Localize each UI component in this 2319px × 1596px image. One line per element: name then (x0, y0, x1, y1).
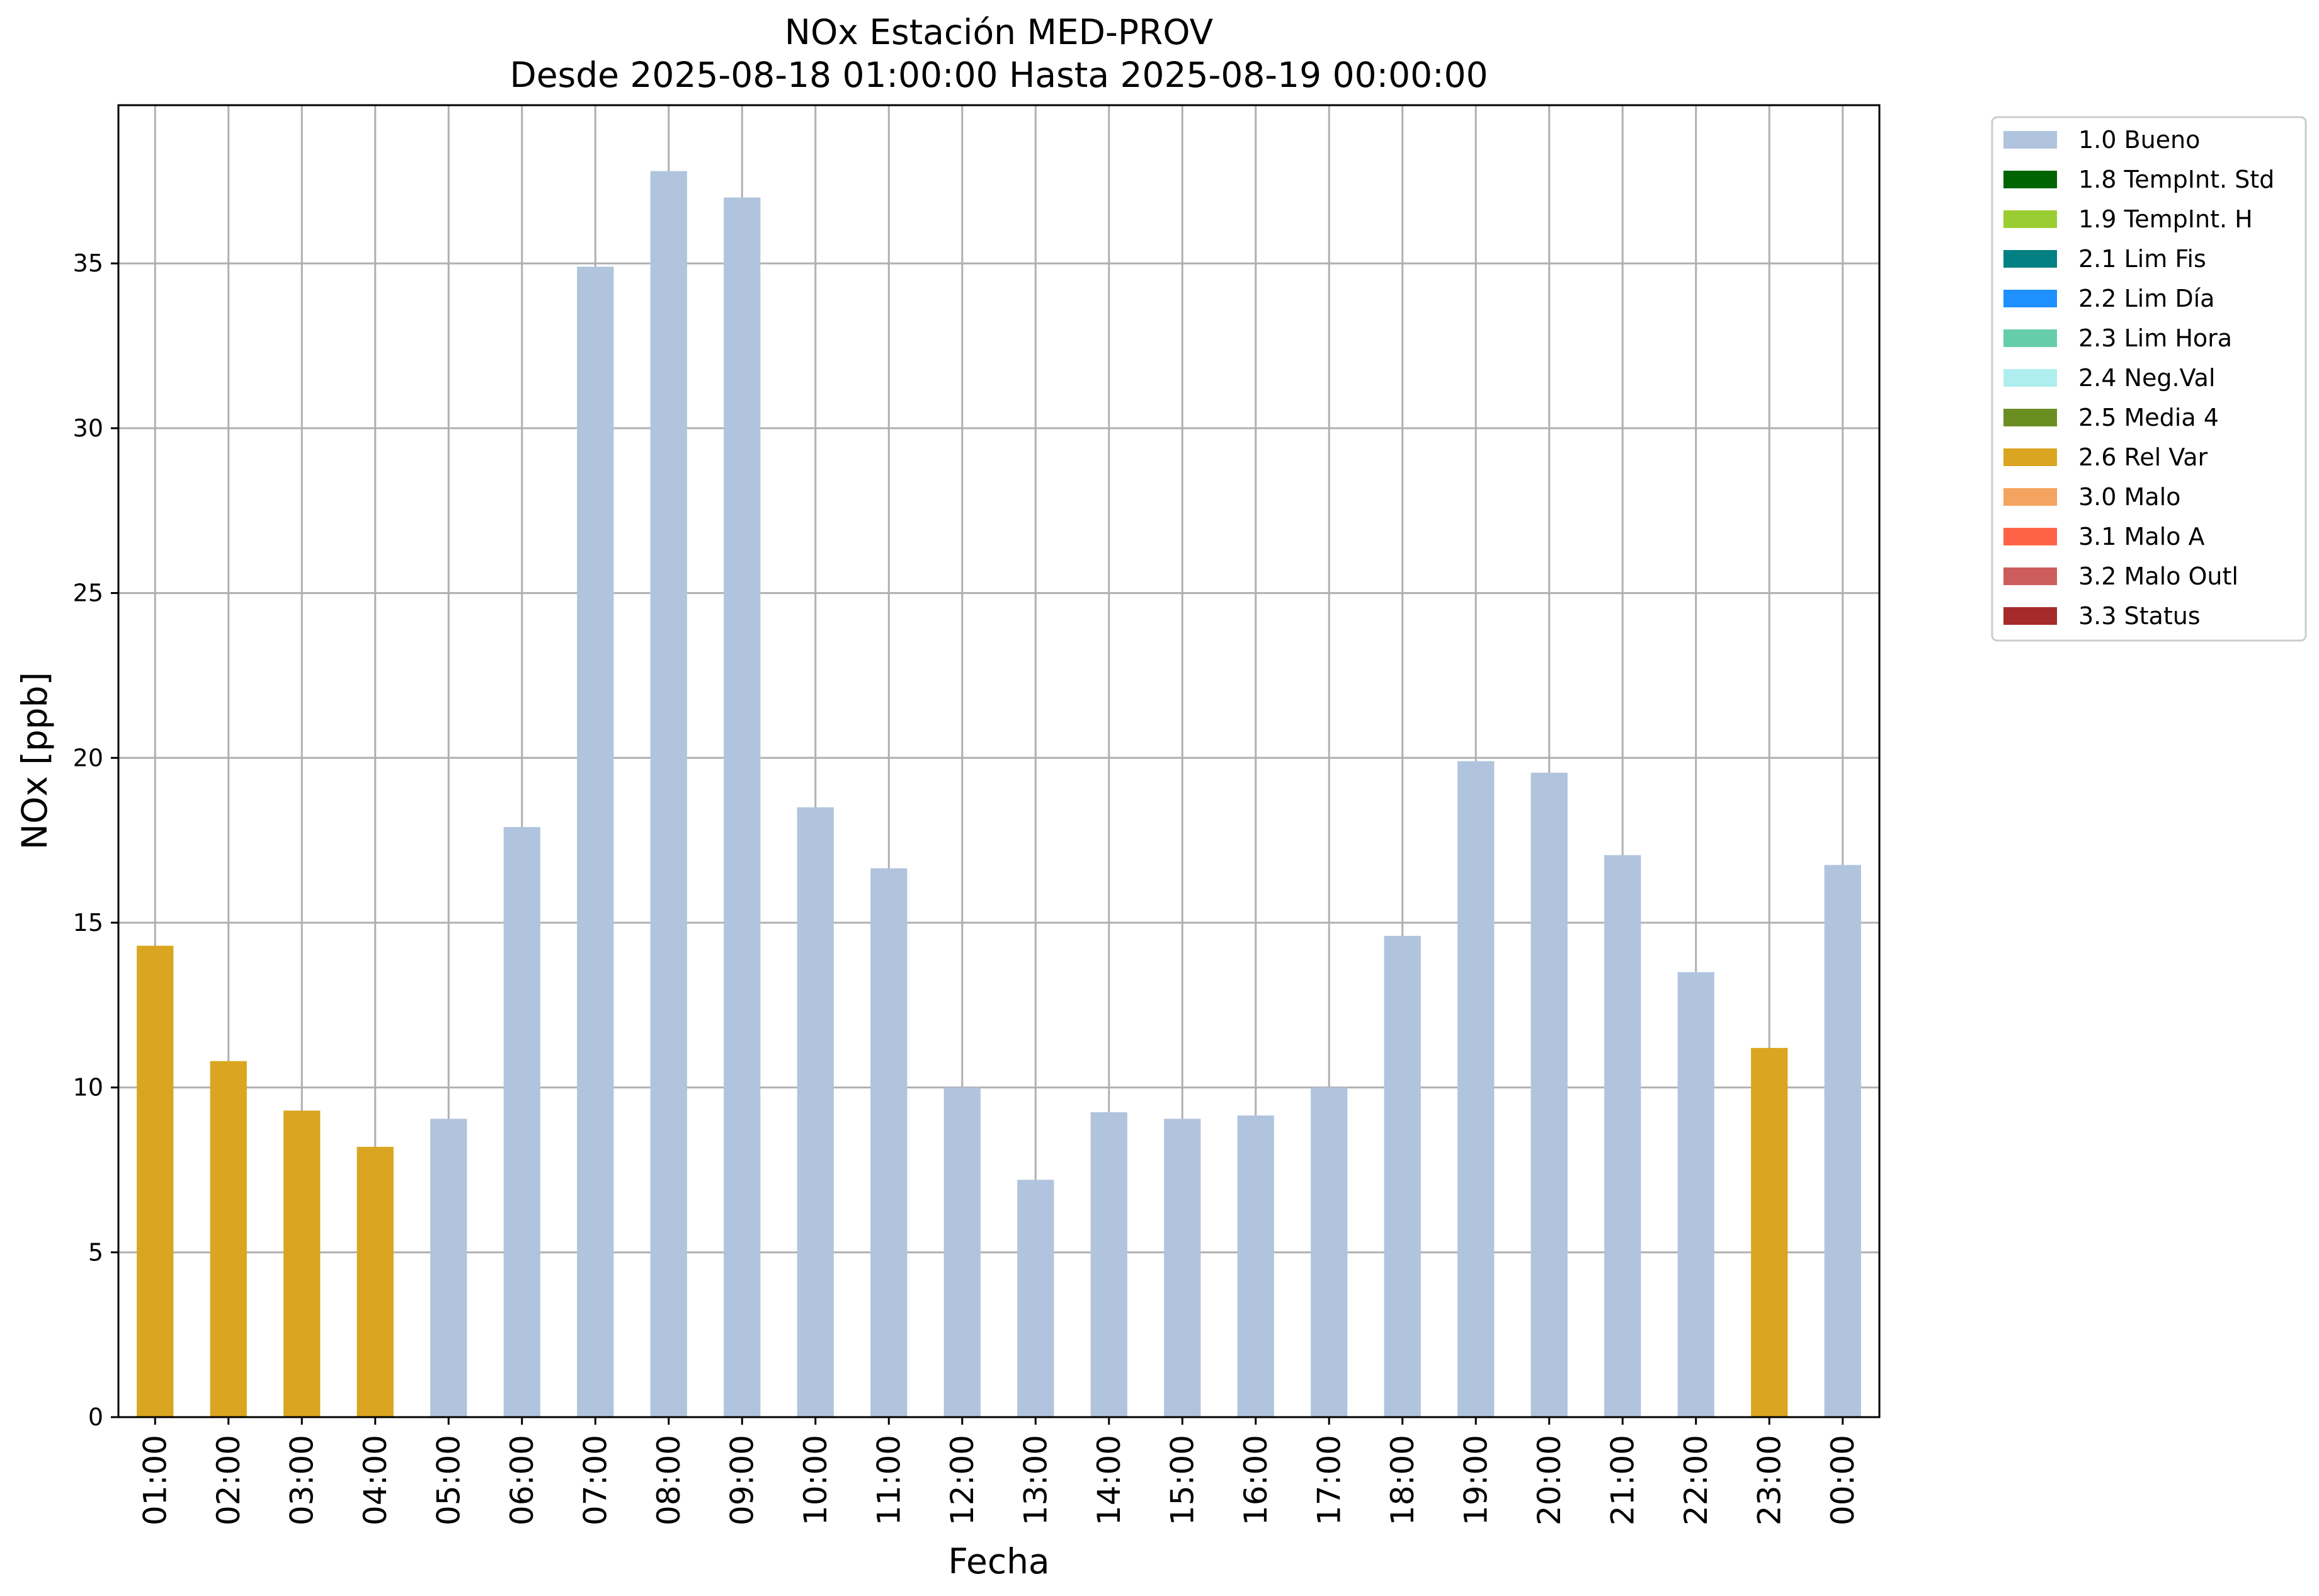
y-tick-label: 10 (73, 1074, 103, 1102)
legend-entry-label: 1.9 TempInt. H (2078, 205, 2253, 233)
x-tick-label: 20:00 (1531, 1435, 1568, 1525)
legend-swatch (2003, 488, 2057, 506)
legend-swatch (2003, 607, 2057, 625)
bar-2300 (1751, 1047, 1788, 1417)
legend-swatch (2003, 567, 2057, 585)
bar-1400 (1090, 1112, 1127, 1417)
chart-subtitle: Desde 2025-08-18 01:00:00 Hasta 2025-08-… (510, 55, 1488, 95)
bar-1200 (943, 1087, 981, 1417)
bar-0000 (1824, 865, 1861, 1417)
legend-swatch (2003, 369, 2057, 387)
y-tick-label: 0 (88, 1403, 103, 1431)
x-tick-label: 00:00 (1825, 1435, 1861, 1525)
bar-0200 (210, 1061, 247, 1417)
y-axis-ticks: 0 5 10 15 20 25 30 35 (73, 249, 118, 1431)
x-tick-label: 23:00 (1751, 1435, 1787, 1525)
bar-0500 (430, 1119, 467, 1417)
x-tick-label: 05:00 (430, 1435, 467, 1525)
x-tick-label: 06:00 (504, 1435, 540, 1525)
legend-swatch (2003, 250, 2057, 268)
bar-1000 (797, 807, 834, 1417)
legend: 1.0 Bueno 1.8 TempInt. Std 1.9 TempInt. H 2… (1991, 116, 2307, 642)
legend-swatch (2003, 210, 2057, 228)
bar-0400 (356, 1146, 394, 1417)
bar-0900 (724, 197, 761, 1417)
chart-title: NOx Estación MED-PROV (785, 12, 1214, 52)
legend-swatch (2003, 448, 2057, 466)
legend-swatch (2003, 329, 2057, 347)
legend-entry-label: 2.1 Lim Fis (2078, 245, 2206, 273)
legend-swatch (2003, 131, 2057, 149)
bar-1800 (1384, 935, 1421, 1417)
bar-1100 (870, 868, 908, 1417)
bar-0600 (503, 827, 540, 1417)
x-tick-label: 16:00 (1238, 1435, 1274, 1525)
x-tick-label: 21:00 (1604, 1435, 1641, 1525)
x-tick-label: 04:00 (357, 1435, 394, 1525)
x-tick-label: 15:00 (1164, 1435, 1200, 1525)
bar-0800 (650, 171, 687, 1418)
bar-1600 (1237, 1115, 1274, 1417)
legend-entry-label: 3.3 Status (2078, 602, 2201, 630)
legend-entry-label: 3.2 Malo Outl (2078, 562, 2238, 590)
x-tick-label: 17:00 (1311, 1435, 1347, 1525)
bar-1700 (1311, 1087, 1348, 1417)
y-tick-label: 35 (73, 249, 103, 277)
legend-entry-label: 2.5 Media 4 (2078, 404, 2219, 431)
x-tick-label: 18:00 (1384, 1435, 1421, 1525)
bar-0100 (137, 945, 174, 1417)
bar-0300 (283, 1110, 321, 1417)
bar-2100 (1604, 855, 1641, 1417)
y-tick-label: 15 (73, 909, 103, 937)
legend-swatch (2003, 171, 2057, 188)
plot-frame (117, 104, 1881, 1418)
x-tick-label: 22:00 (1678, 1435, 1714, 1525)
legend-entry-label: 2.2 Lim Día (2078, 285, 2214, 312)
x-tick-label: 11:00 (870, 1435, 907, 1525)
legend-swatch (2003, 409, 2057, 426)
bar-2200 (1677, 972, 1714, 1417)
x-tick-label: 10:00 (797, 1435, 834, 1525)
legend-entry-label: 3.1 Malo A (2078, 523, 2204, 550)
y-axis-label: NOx [ppb] (14, 672, 55, 850)
bar-1900 (1457, 761, 1495, 1417)
x-tick-label: 08:00 (651, 1435, 687, 1525)
x-tick-label: 01:00 (137, 1435, 173, 1525)
x-tick-label: 12:00 (944, 1435, 981, 1525)
x-tick-label: 07:00 (577, 1435, 613, 1525)
legend-entry-label: 1.0 Bueno (2078, 126, 2200, 154)
bar-1300 (1017, 1180, 1054, 1417)
x-tick-label: 09:00 (724, 1435, 760, 1525)
bar-0700 (577, 266, 614, 1418)
bar-2000 (1530, 772, 1568, 1417)
legend-swatch (2003, 528, 2057, 545)
legend-entry-label: 2.4 Neg.Val (2078, 364, 2215, 392)
legend-entry-label: 1.8 TempInt. Std (2078, 166, 2274, 193)
bar-1500 (1164, 1119, 1201, 1417)
x-tick-label: 03:00 (283, 1435, 320, 1525)
legend-swatch (2003, 290, 2057, 307)
y-tick-label: 5 (88, 1238, 103, 1266)
x-axis-ticks: 01:00 02:00 03:00 04:00 05:00 06:00 07:00 08:00… (137, 1417, 1861, 1525)
y-tick-label: 30 (73, 414, 103, 442)
legend-entry-label: 2.6 Rel Var (2078, 443, 2208, 471)
x-tick-label: 14:00 (1091, 1435, 1127, 1525)
bars (137, 171, 1861, 1418)
x-tick-label: 19:00 (1457, 1435, 1494, 1525)
x-tick-label: 13:00 (1017, 1435, 1054, 1525)
x-tick-label: 02:00 (210, 1435, 247, 1525)
legend-box (1991, 116, 2307, 642)
y-tick-label: 20 (73, 744, 103, 772)
legend-entry-label: 2.3 Lim Hora (2078, 324, 2232, 352)
legend-entry-label: 3.0 Malo (2078, 483, 2180, 511)
x-axis-label: Fecha (948, 1541, 1049, 1582)
y-tick-label: 25 (73, 579, 103, 607)
